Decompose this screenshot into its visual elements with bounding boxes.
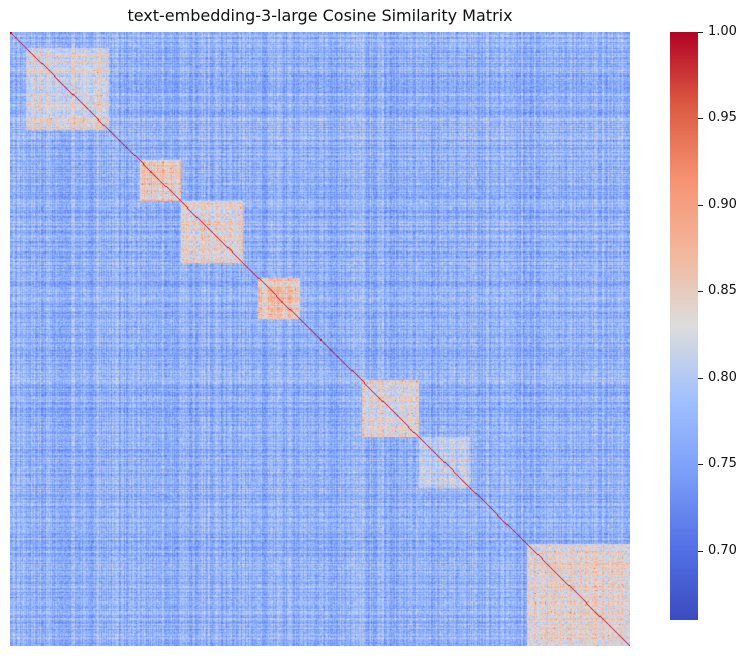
colorbar-tick <box>698 464 703 466</box>
colorbar-tick <box>698 118 703 120</box>
colorbar-tick <box>698 550 703 552</box>
colorbar-tick-label: 1.00 <box>708 24 737 39</box>
colorbar-tick <box>698 377 703 379</box>
colorbar-tick-label: 0.70 <box>708 542 737 558</box>
colorbar-tick <box>698 291 703 293</box>
chart-title: text-embedding-3-large Cosine Similarity… <box>127 6 513 25</box>
colorbar-tick-label: 0.75 <box>708 456 737 472</box>
colorbar-tick <box>698 204 703 206</box>
heatmap-matrix <box>10 32 630 646</box>
colorbar-tick <box>698 32 703 33</box>
colorbar-tick-label: 0.80 <box>708 369 737 385</box>
colorbar <box>670 32 698 620</box>
colorbar-tick-label: 0.85 <box>708 283 737 299</box>
colorbar-tick-label: 0.90 <box>708 196 737 212</box>
colorbar-tick-label: 0.95 <box>708 110 737 126</box>
